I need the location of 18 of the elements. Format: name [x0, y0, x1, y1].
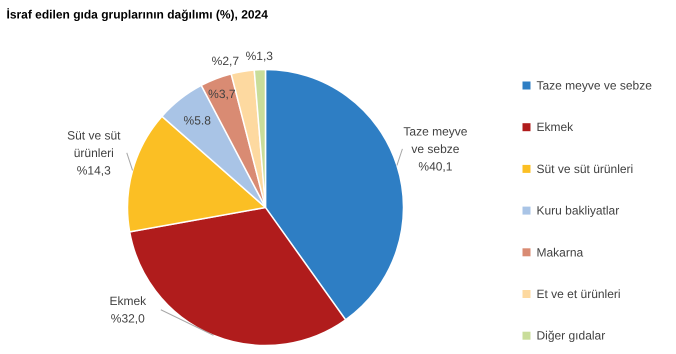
slice-label: Süt ve süt ürünleri: [67, 128, 122, 160]
legend-label: Makarna: [536, 245, 584, 260]
legend-label: Taze meyve ve sebze: [536, 78, 652, 92]
data-label: %14,3: [76, 163, 112, 178]
legend-label: Ekmek: [536, 120, 574, 134]
chart-title: İsraf edilen gıda gruplarının dağılımı (%), 2024: [6, 8, 268, 22]
legend-label: Et ve et ürünleri: [536, 287, 621, 301]
data-label: %40,1: [418, 159, 453, 174]
data-label: %2,7: [212, 54, 240, 68]
data-label: %32,0: [110, 311, 146, 326]
slice-label: Taze meyve ve sebze: [403, 124, 468, 156]
slice-label: Ekmek: [109, 294, 148, 308]
data-label: %5.8: [184, 114, 212, 128]
legend-label: Diğer gıdalar: [536, 328, 606, 343]
legend-label: Kuru bakliyatlar: [536, 204, 620, 218]
legend-label: Süt ve süt ürünleri: [536, 162, 634, 176]
data-label: %3,7: [208, 87, 236, 102]
data-label: %1,3: [246, 48, 274, 63]
